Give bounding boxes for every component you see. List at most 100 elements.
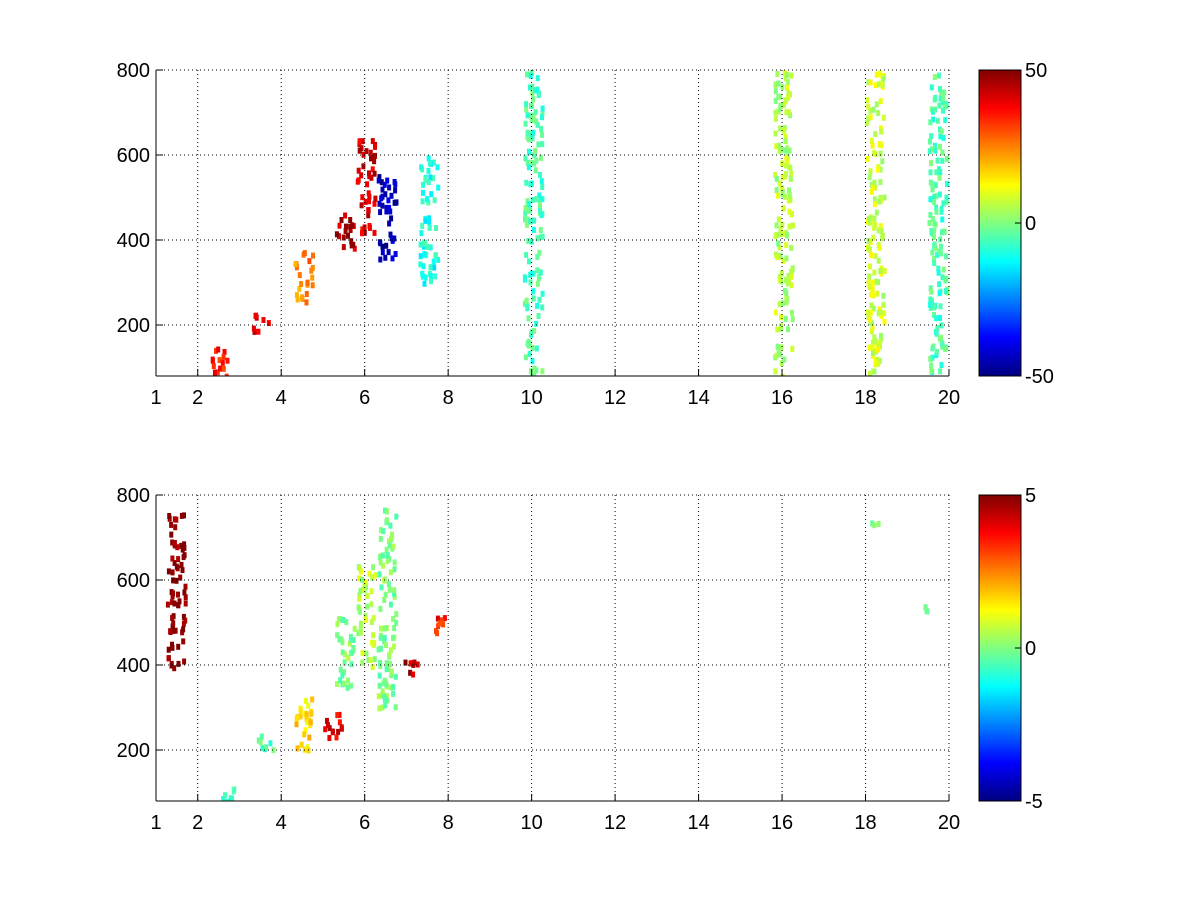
heatmap-cell: [423, 176, 428, 183]
x-tick-label: 14: [687, 387, 709, 409]
heatmap-cell: [260, 745, 265, 752]
heatmap-cell: [373, 195, 378, 202]
heatmap-cell: [788, 91, 793, 98]
heatmap-cell: [534, 196, 539, 203]
heatmap-cell: [784, 277, 788, 284]
heatmap-cell: [418, 253, 423, 260]
heatmap-cell: [182, 589, 187, 596]
heatmap-cell: [378, 256, 383, 263]
heatmap-cell: [533, 109, 538, 116]
heatmap-cell: [356, 604, 361, 611]
heatmap-cell: [881, 75, 886, 82]
heatmap-cell: [778, 351, 783, 358]
heatmap-cell: [878, 150, 883, 157]
heatmap-cell: [937, 191, 942, 198]
heatmap-cell: [923, 604, 928, 611]
heatmap-cell: [299, 281, 304, 287]
heatmap-cell: [381, 552, 385, 559]
heatmap-cell: [929, 288, 934, 295]
heatmap-cell: [874, 71, 879, 78]
heatmap-cell: [540, 131, 544, 138]
heatmap-cell: [423, 274, 428, 281]
heatmap-cell: [865, 97, 870, 104]
heatmap-cell: [881, 292, 886, 299]
heatmap-cell: [530, 358, 535, 365]
heatmap-cell: [779, 270, 784, 277]
heatmap-cell: [294, 715, 299, 722]
heatmap-cell: [360, 576, 365, 583]
heatmap-cell: [535, 302, 540, 309]
heatmap-cell: [371, 615, 376, 622]
heatmap-cell: [540, 304, 545, 311]
heatmap-cell: [529, 329, 534, 336]
heatmap-cell: [930, 345, 935, 352]
heatmap-cell: [258, 739, 263, 746]
heatmap-cell: [866, 115, 871, 122]
heatmap-cell: [876, 227, 881, 234]
heatmap-cell: [540, 141, 545, 148]
heatmap-cell: [308, 719, 313, 726]
heatmap-cell: [384, 508, 389, 515]
heatmap-cell: [166, 655, 171, 662]
heatmap-cell: [530, 132, 535, 139]
heatmap-cell: [337, 233, 341, 240]
heatmap-cell: [392, 179, 397, 185]
heatmap-feature: [294, 696, 315, 754]
heatmap-cell: [784, 293, 789, 300]
x-tick-label: 12: [604, 387, 626, 409]
heatmap-cell: [773, 309, 778, 316]
heatmap-cell: [868, 107, 873, 114]
heatmap-cell: [390, 255, 395, 262]
heatmap-cell: [928, 119, 933, 126]
heatmap-feature: [356, 564, 378, 671]
heatmap-cell: [339, 724, 344, 731]
heatmap-cell: [420, 198, 425, 205]
heatmap-cell: [380, 193, 385, 200]
heatmap-cell: [254, 312, 258, 319]
heatmap-cell: [378, 605, 383, 612]
heatmap-cell: [370, 639, 375, 646]
heatmap-cell: [383, 697, 387, 704]
heatmap-cell: [867, 273, 872, 280]
heatmap-cell: [777, 301, 782, 308]
heatmap-cell: [381, 528, 386, 535]
heatmap-cell: [538, 172, 542, 178]
heatmap-cell: [383, 702, 388, 709]
heatmap-cell: [387, 538, 391, 545]
heatmap-cell: [873, 131, 878, 138]
heatmap-cell: [540, 196, 545, 203]
heatmap-cell: [530, 83, 535, 90]
heatmap-cell: [773, 115, 778, 122]
heatmap-cell: [358, 587, 363, 594]
heatmap-cell: [390, 531, 394, 538]
heatmap-cell: [382, 181, 387, 188]
heatmap-cell: [342, 680, 346, 687]
heatmap-cell: [540, 109, 545, 116]
heatmap-cell: [528, 181, 533, 188]
heatmap-cell: [928, 179, 933, 186]
heatmap-feature: [864, 70, 887, 376]
heatmap-cell: [939, 362, 944, 368]
heatmap-cell: [382, 694, 387, 700]
heatmap-cell: [364, 650, 369, 657]
heatmap-cell: [337, 636, 342, 643]
heatmap-cell: [348, 223, 353, 230]
heatmap-cell: [393, 704, 398, 711]
heatmap-cell: [930, 249, 935, 256]
heatmap-cell: [937, 102, 942, 109]
heatmap-cell: [392, 590, 397, 597]
heatmap-cell: [182, 541, 187, 548]
heatmap-cell: [435, 615, 440, 622]
heatmap-cell: [431, 175, 436, 182]
heatmap-cell: [183, 583, 188, 590]
heatmap-cell: [421, 181, 426, 188]
heatmap-cell: [524, 221, 529, 228]
heatmap-cell: [868, 79, 873, 86]
heatmap-cell: [335, 681, 339, 687]
heatmap-cell: [534, 87, 539, 94]
heatmap-cell: [309, 710, 314, 717]
heatmap-cell: [524, 251, 529, 258]
heatmap-cell: [378, 660, 383, 666]
heatmap-cell: [341, 616, 346, 623]
heatmap-feature: [403, 659, 420, 678]
